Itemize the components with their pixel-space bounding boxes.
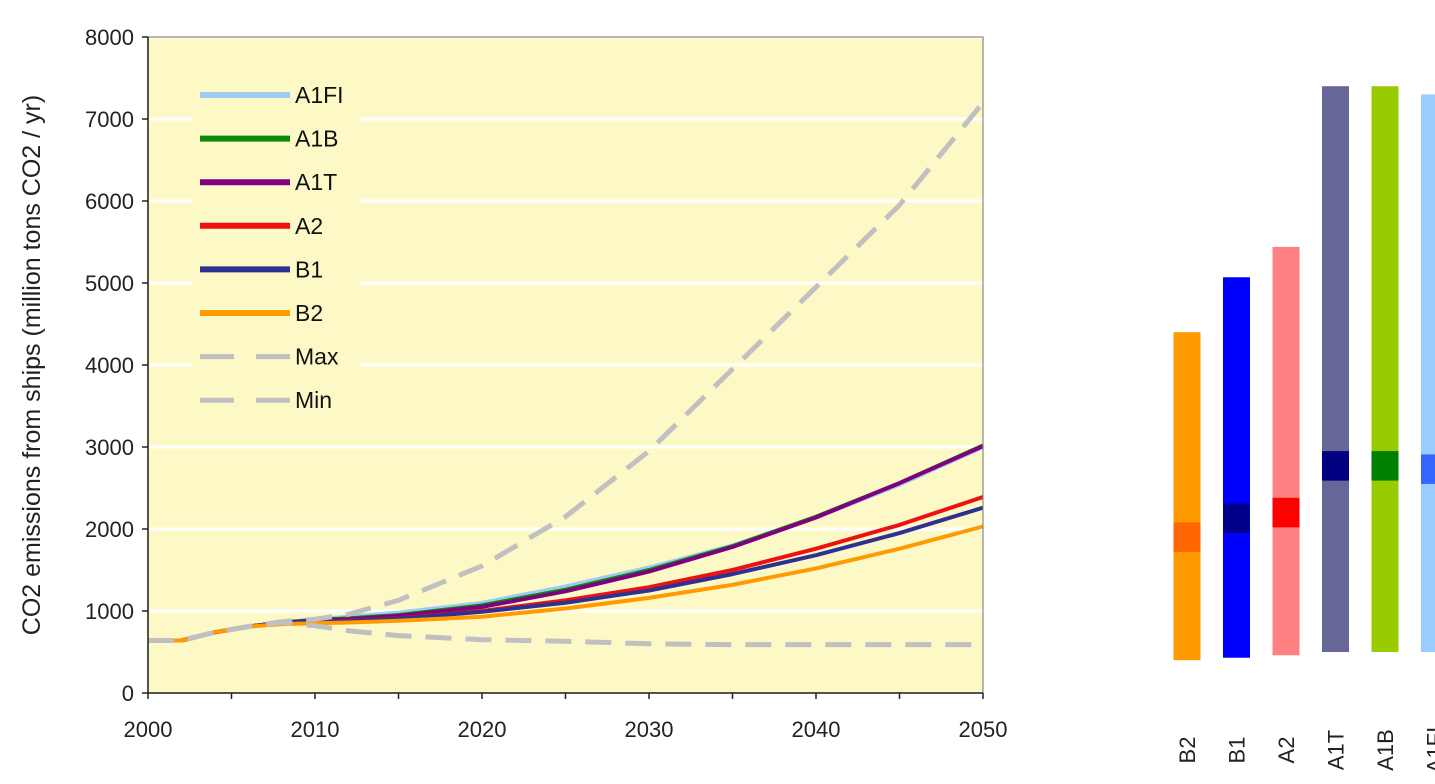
x-tick-label: 2020 bbox=[458, 717, 507, 742]
y-tick-label: 3000 bbox=[85, 435, 134, 460]
range-bar-a2 bbox=[1272, 246, 1300, 656]
y-axis-title: CO2 emissions from ships (million tons C… bbox=[18, 95, 46, 635]
median-marker-a2 bbox=[1272, 497, 1300, 528]
x-tick-label: 2050 bbox=[959, 717, 1008, 742]
series-line-min bbox=[148, 620, 983, 648]
category-label-b2: B2 bbox=[1175, 737, 1200, 764]
category-label-b1: B1 bbox=[1225, 737, 1250, 764]
range-bar-b1 bbox=[1223, 277, 1250, 658]
y-tick-label: 4000 bbox=[85, 353, 134, 378]
median-marker-a1fi bbox=[1421, 454, 1435, 484]
median-marker-a1t bbox=[1322, 451, 1349, 481]
range-bar-a1fi bbox=[1421, 94, 1435, 652]
legend-label-a2: A2 bbox=[295, 213, 323, 239]
category-label-a1b: A1B bbox=[1373, 729, 1398, 771]
y-tick-label: 1000 bbox=[85, 599, 134, 624]
axes: 0 1000 2000 3000 4000 5000 6000 7000 8000 2000 201… bbox=[85, 25, 1007, 742]
legend-label-a1b: A1B bbox=[295, 126, 338, 152]
x-tick-label: 2030 bbox=[625, 717, 674, 742]
legend-label-a1fi: A1FI bbox=[295, 82, 344, 108]
legend-label-b2: B2 bbox=[295, 300, 323, 326]
series-line-max bbox=[148, 101, 985, 643]
category-label-a1t: A1T bbox=[1324, 730, 1349, 770]
x-tick-label: 2010 bbox=[291, 717, 340, 742]
range-bar-a1b bbox=[1371, 86, 1399, 652]
median-marker-b1 bbox=[1223, 503, 1250, 534]
legend-label-max: Max bbox=[295, 344, 339, 370]
median-marker-a1b bbox=[1371, 451, 1399, 481]
legend-box bbox=[192, 76, 360, 426]
series-lines bbox=[148, 101, 985, 648]
range-bars: B2 B1 A2 A1T A1B A1FI bbox=[1173, 86, 1435, 773]
y-tick-label: 5000 bbox=[85, 271, 134, 296]
legend-label-min: Min bbox=[295, 387, 332, 413]
legend: A1FI A1B A1T A2 B1 B2 Max Min bbox=[192, 76, 360, 426]
y-tick-label: 2000 bbox=[85, 517, 134, 542]
range-bar-b2 bbox=[1173, 332, 1201, 661]
y-tick-label: 7000 bbox=[85, 107, 134, 132]
y-tick-label: 6000 bbox=[85, 189, 134, 214]
x-tick-label: 2040 bbox=[792, 717, 841, 742]
x-tick-label: 2000 bbox=[124, 717, 173, 742]
category-label-a1fi: A1FI bbox=[1423, 727, 1435, 773]
range-bar-a1t bbox=[1322, 86, 1349, 652]
legend-label-b1: B1 bbox=[295, 256, 323, 282]
y-tick-label: 8000 bbox=[85, 25, 134, 50]
legend-label-a1t: A1T bbox=[295, 169, 337, 195]
median-marker-b2 bbox=[1173, 522, 1201, 552]
y-tick-label: 0 bbox=[122, 681, 134, 706]
category-label-a2: A2 bbox=[1274, 737, 1299, 764]
series-line-b2 bbox=[148, 524, 984, 643]
